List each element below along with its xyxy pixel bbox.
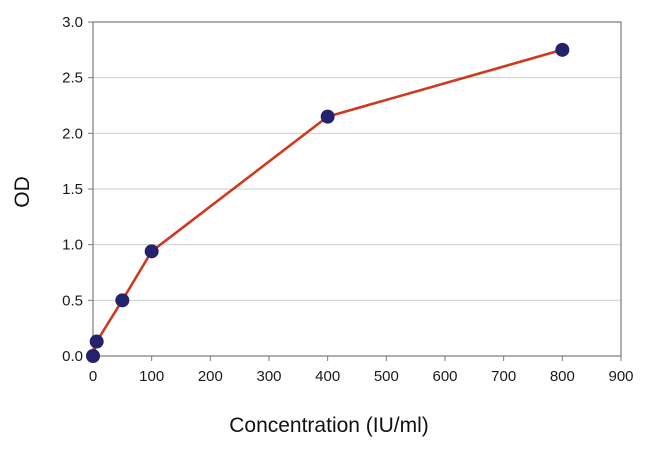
- y-axis-title: OD: [11, 176, 34, 208]
- x-tick-label-5: 500: [374, 368, 399, 385]
- x-tick-label-4: 400: [315, 368, 340, 385]
- y-tick-label-5: 2.5: [62, 70, 83, 87]
- x-tick-label-8: 800: [550, 368, 575, 385]
- series-line-0: [91, 48, 563, 357]
- axes: [88, 21, 622, 361]
- x-tick-label-3: 300: [256, 368, 281, 385]
- gridlines: [93, 21, 621, 301]
- x-axis-title: Concentration (IU/ml): [229, 414, 429, 437]
- y-tick-label-0: 0.0: [62, 348, 83, 365]
- x-tick-label-6: 600: [432, 368, 457, 385]
- plot-frame: [92, 21, 622, 357]
- x-tick-labels: 0 100 200 300 400 500 600 700 800 900: [89, 368, 634, 385]
- y-tick-label-1: 0.5: [62, 292, 83, 309]
- data-point-5: [555, 42, 570, 57]
- data-point-0: [86, 349, 100, 363]
- data-point-3: [144, 244, 159, 259]
- x-tick-label-1: 100: [139, 368, 164, 385]
- series: [86, 42, 570, 363]
- y-tick-label-6: 3.0: [62, 14, 83, 31]
- x-tick-label-2: 200: [198, 368, 223, 385]
- y-tick-label-2: 1.0: [62, 237, 83, 254]
- y-tick-labels: 0.0 0.5 1.0 1.5 2.0 2.5 3.0: [62, 14, 83, 365]
- data-point-4: [320, 109, 335, 124]
- x-tick-label-9: 900: [608, 368, 633, 385]
- data-point-1: [89, 334, 104, 349]
- y-tick-label-4: 2.0: [62, 125, 83, 142]
- x-tick-label-0: 0: [89, 368, 97, 385]
- y-tick-label-3: 1.5: [62, 181, 83, 198]
- x-tick-label-7: 700: [491, 368, 516, 385]
- data-point-2: [115, 293, 130, 308]
